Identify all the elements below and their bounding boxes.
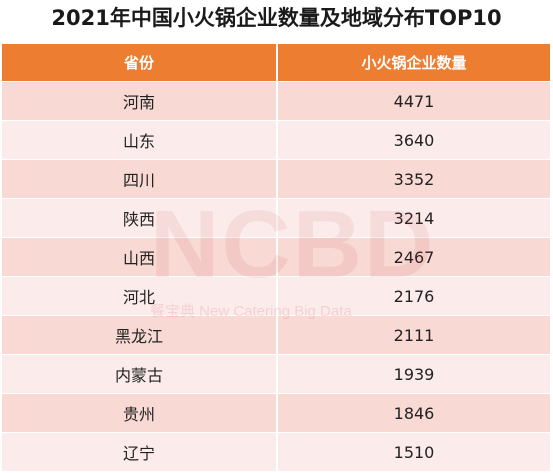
province-cell: 黑龙江 [2,315,278,355]
table-row: 陕西 3214 [2,198,550,238]
province-cell: 四川 [2,159,278,199]
data-table: 省份 小火锅企业数量 河南 4471 山东 3640 四川 3352 陕西 3214 山西 246… [2,44,550,471]
count-cell: 1939 [277,354,550,394]
table-row: 贵州 1846 [2,393,550,433]
table-header-row: 省份 小火锅企业数量 [2,44,550,82]
table-row: 辽宁 1510 [2,432,550,471]
province-cell: 河北 [2,276,278,316]
count-cell: 2176 [277,276,550,316]
province-cell: 内蒙古 [2,354,278,394]
table-row: 河北 2176 [2,276,550,316]
count-cell: 1846 [277,393,550,433]
count-cell: 3352 [277,159,550,199]
column-header-province: 省份 [2,44,278,82]
count-cell: 3214 [277,198,550,238]
table-row: 四川 3352 [2,159,550,199]
count-cell: 1510 [277,432,550,471]
count-cell: 2467 [277,237,550,277]
table-body: 河南 4471 山东 3640 四川 3352 陕西 3214 山西 2467 河北 2176 黑龙江 2… [2,81,550,471]
count-cell: 3640 [277,120,550,160]
province-cell: 山东 [2,120,278,160]
count-cell: 2111 [277,315,550,355]
count-cell: 4471 [277,81,550,121]
table-row: 内蒙古 1939 [2,354,550,394]
province-cell: 陕西 [2,198,278,238]
table-row: 山东 3640 [2,120,550,160]
table-row: 山西 2467 [2,237,550,277]
province-cell: 河南 [2,81,278,121]
table-row: 河南 4471 [2,81,550,121]
column-header-count: 小火锅企业数量 [277,44,550,82]
page-title: 2021年中国小火锅企业数量及地域分布TOP10 [51,6,502,30]
province-cell: 山西 [2,237,278,277]
province-cell: 贵州 [2,393,278,433]
table-row: 黑龙江 2111 [2,315,550,355]
province-cell: 辽宁 [2,432,278,471]
